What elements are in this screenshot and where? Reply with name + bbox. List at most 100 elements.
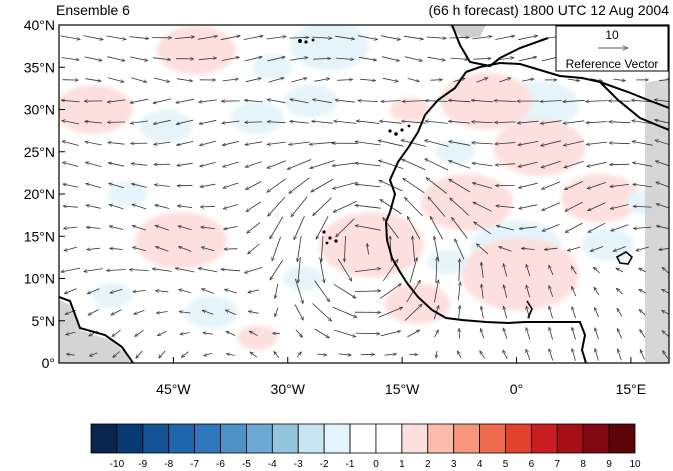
wind-vector	[310, 160, 335, 169]
wind-vector	[453, 78, 465, 82]
wind-vector	[198, 268, 218, 273]
wind-vector	[659, 79, 669, 81]
y-tick-label: 40°N	[24, 17, 55, 33]
wind-vector	[199, 99, 217, 102]
wind-vector	[572, 348, 576, 361]
colorbar-swatch	[220, 423, 247, 454]
anomaly-contour	[135, 211, 227, 269]
anomaly-blob	[283, 266, 323, 291]
wind-vector	[267, 160, 286, 169]
wind-vector	[87, 248, 100, 249]
colorbar-label: 6	[529, 459, 535, 470]
wind-vector	[517, 120, 539, 123]
wind-vector	[378, 160, 404, 169]
coastlines	[59, 25, 669, 363]
y-tick-label: 20°N	[24, 186, 55, 202]
wind-vector	[267, 141, 286, 144]
wind-vector	[174, 37, 195, 39]
wind-vector	[611, 224, 629, 231]
wind-vector	[275, 307, 279, 317]
wind-vector	[270, 216, 284, 239]
wind-vector	[496, 206, 515, 209]
wind-vector	[499, 247, 512, 252]
wind-vector	[434, 280, 438, 303]
wind-vector	[564, 181, 584, 191]
wind-vector	[541, 160, 561, 168]
anomaly-contour	[139, 110, 193, 143]
wind-vector	[199, 119, 217, 124]
wind-vector	[344, 235, 345, 262]
wind-vector	[87, 288, 100, 294]
colorbar-swatch	[142, 423, 170, 454]
wind-vector	[156, 291, 169, 292]
wind-vector	[472, 36, 492, 40]
wind-vector	[540, 101, 562, 102]
wind-vector	[617, 308, 623, 317]
wind-vector	[571, 286, 577, 297]
colorbar-swatch	[453, 423, 480, 454]
wind-vector	[249, 330, 258, 337]
wind-vector	[312, 99, 332, 104]
forecast-time-label: (66 h forecast) 1800 UTC 12 Aug 2004	[429, 2, 670, 18]
wind-vector	[459, 328, 460, 339]
wind-vector	[336, 218, 355, 237]
wind-vector	[175, 268, 195, 273]
wind-vector	[358, 101, 378, 102]
wind-vector	[294, 304, 304, 320]
wind-vector	[268, 78, 285, 83]
wind-vector	[274, 351, 280, 358]
wind-vector	[336, 58, 354, 59]
wind-vector	[354, 291, 381, 292]
y-tick-label: 25°N	[24, 144, 55, 160]
azores-island	[298, 39, 302, 43]
wind-vector	[494, 101, 517, 102]
wind-vector	[549, 286, 554, 297]
wind-vector	[245, 181, 262, 190]
wind-vector	[526, 328, 531, 340]
wind-vector	[86, 183, 102, 189]
wind-vector	[586, 141, 607, 144]
wind-vector	[272, 236, 281, 261]
anomaly-contour	[283, 266, 323, 291]
panel-label: Ensemble 6	[56, 2, 130, 18]
wind-vector	[107, 56, 125, 61]
x-tick-label: 15°W	[385, 381, 420, 397]
wind-vector	[518, 161, 538, 167]
wind-vector	[519, 226, 537, 229]
wind-vector	[333, 200, 357, 213]
anomaly-blob	[230, 101, 284, 135]
wind-vector	[449, 179, 471, 193]
wind-vector	[563, 140, 584, 146]
anomaly-blob	[237, 325, 278, 351]
wind-vector	[333, 329, 356, 337]
anomaly-blob	[290, 25, 370, 71]
wind-vector	[495, 36, 515, 40]
wind-vector	[177, 162, 193, 166]
wind-vector	[633, 184, 652, 188]
wind-vector	[337, 258, 352, 281]
wind-vector	[250, 352, 258, 358]
wind-vector	[654, 100, 669, 102]
wind-vector	[381, 101, 401, 102]
wind-vector	[563, 100, 585, 102]
wind-vector	[436, 257, 437, 284]
wind-vector	[590, 246, 604, 252]
wind-vector	[518, 182, 538, 188]
wind-vector	[541, 140, 562, 146]
colorbar-label: 9	[606, 459, 612, 470]
wind-vector	[245, 78, 262, 83]
wind-vector	[503, 306, 508, 319]
wind-vector	[153, 98, 172, 103]
wind-vector	[177, 141, 194, 145]
wind-vector	[108, 142, 125, 144]
y-tick-label: 10°N	[24, 271, 55, 287]
colorbar-swatch	[323, 423, 351, 454]
wind-vector	[154, 77, 170, 82]
colorbar-label: -8	[164, 459, 173, 470]
wind-vector	[60, 35, 81, 40]
anomaly-blob	[581, 228, 635, 262]
wind-vector	[610, 204, 629, 209]
wind-vector	[201, 247, 215, 252]
wind-vector	[273, 333, 281, 334]
